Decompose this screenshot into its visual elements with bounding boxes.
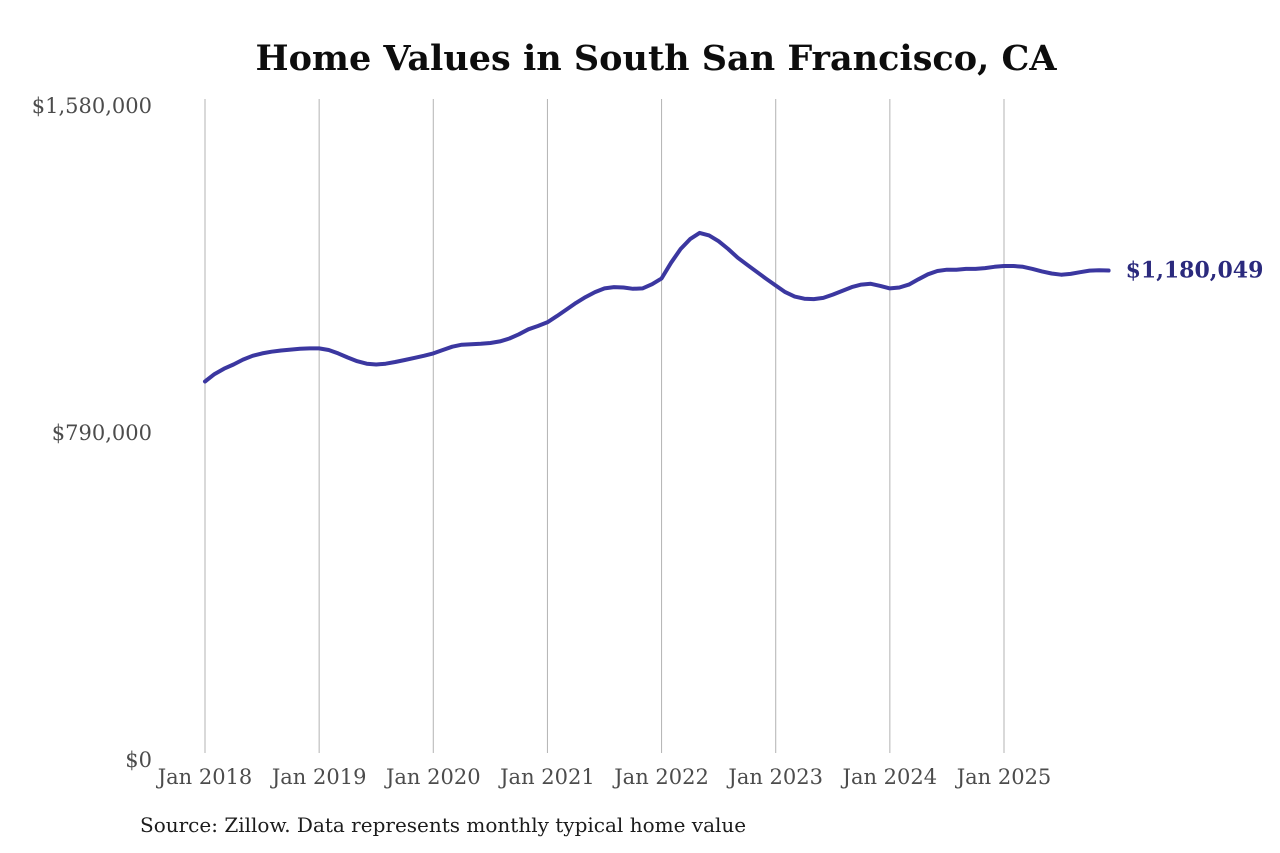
gridlines [204, 99, 1005, 753]
x-tick-label: Jan 2020 [384, 765, 481, 789]
x-axis-labels: Jan 2018 Jan 2019 Jan 2020 Jan 2021 Jan 2022… [156, 765, 1052, 789]
x-tick-label: Jan 2018 [156, 765, 253, 789]
y-tick-label: $790,000 [52, 421, 152, 445]
latest-value-label: $1,180,049 [1126, 258, 1264, 284]
x-tick-label: Jan 2022 [612, 765, 709, 789]
y-tick-label: $0 [125, 748, 152, 772]
x-tick-label: Jan 2019 [270, 765, 367, 789]
x-tick-label: Jan 2023 [726, 765, 823, 789]
x-tick-label: Jan 2024 [841, 765, 938, 789]
x-tick-label: Jan 2021 [498, 765, 595, 789]
chart-title: Home Values in South San Francisco, CA [255, 38, 1057, 79]
value-line [203, 230, 1111, 384]
y-tick-label: $1,580,000 [32, 94, 152, 118]
x-tick-label: Jan 2025 [955, 765, 1052, 789]
y-axis-labels: $0 $790,000 $1,580,000 [32, 94, 152, 772]
source-note: Source: Zillow. Data represents monthly … [140, 813, 747, 837]
